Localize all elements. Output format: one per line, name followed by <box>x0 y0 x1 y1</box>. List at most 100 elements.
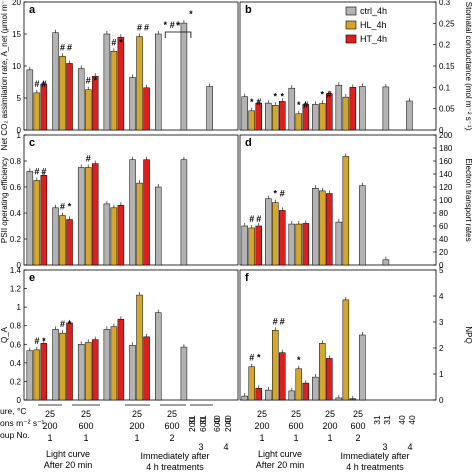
bar-HL-4h <box>272 105 279 131</box>
significance-marker: * <box>119 37 123 47</box>
significance-marker: * <box>163 20 167 30</box>
legend-label-ctrl: ctrl_4h <box>360 6 387 16</box>
bar-HL-4h <box>295 113 303 131</box>
bar-ctrl-4h <box>265 198 272 266</box>
significance-marker: * <box>68 202 72 212</box>
significance-marker: # <box>170 20 175 30</box>
panel-letter: e <box>29 272 35 284</box>
group-no-label: 1 <box>327 433 332 443</box>
light-label: 600 <box>288 421 303 431</box>
significance-marker: # <box>249 353 254 363</box>
significance-marker: # <box>327 90 332 100</box>
panel-letter: d <box>245 137 252 149</box>
bar-ctrl-4h <box>335 397 343 401</box>
bar-HT-4h <box>279 352 286 401</box>
y-tick-label: 40 <box>439 235 448 244</box>
bar-HT-4h <box>143 336 150 401</box>
significance-marker: * <box>274 189 278 199</box>
y-tick-label: 80 <box>439 209 448 218</box>
significance-marker: # <box>280 316 285 326</box>
bar-HT-4h <box>143 159 150 266</box>
y-tick-label: 3 <box>439 318 444 327</box>
bar-ctrl-4h <box>359 334 366 401</box>
significance-marker: * <box>257 353 261 363</box>
bar-HL-4h <box>84 342 92 401</box>
temp-label: 25 <box>45 409 55 419</box>
significance-marker: # <box>303 100 308 110</box>
group-no-label: 3 <box>382 442 387 452</box>
bar-ctrl-4h <box>154 312 162 401</box>
bar-ctrl-4h <box>241 96 249 131</box>
bar-ctrl-4h <box>382 259 390 266</box>
bar-ctrl-4h <box>382 86 390 131</box>
bar-HL-4h <box>110 207 118 266</box>
light-label: 600 <box>164 421 179 431</box>
significance-marker: * <box>250 97 254 107</box>
y-tick-label: 0.25 <box>439 19 455 28</box>
bar-HL-4h <box>84 167 92 266</box>
group-no-label: 2 <box>355 433 360 443</box>
bar-HL-4h <box>319 190 326 266</box>
bar-HT-4h <box>40 83 48 131</box>
bar-ctrl-4h <box>52 32 59 131</box>
bar-ctrl-4h <box>26 69 34 131</box>
significance-marker: # <box>249 214 254 224</box>
significance-bracket <box>164 31 192 38</box>
panel-letter: c <box>29 137 35 149</box>
legend-swatch-ht <box>345 34 357 44</box>
bar-HL-4h <box>248 366 256 401</box>
y-tick-label: 4 <box>439 292 444 301</box>
bar-ctrl-4h <box>129 77 136 131</box>
panel-frame <box>239 269 437 401</box>
y-tick-label: 160 <box>439 157 453 166</box>
bar-HL-4h <box>342 156 350 266</box>
bar-HL-4h <box>248 110 256 131</box>
bar-HT-4h <box>117 36 125 131</box>
significance-marker: * <box>68 319 72 329</box>
bar-HL-4h <box>59 332 66 401</box>
significance-marker: # <box>60 202 65 212</box>
y-tick-label: 10 <box>12 62 21 71</box>
temp-label: 40 <box>397 415 407 425</box>
bar-HL-4h <box>319 343 326 401</box>
y-axis-label: Net CO₂ assimilation rate, A_net (μmol m… <box>0 0 9 150</box>
y-tick-label: 0 <box>439 261 444 270</box>
group-no-label: 2 <box>169 433 174 443</box>
bar-HT-4h <box>326 193 333 266</box>
significance-marker: * <box>42 336 46 346</box>
light-label: 200 <box>129 421 144 431</box>
significance-marker: # <box>67 42 72 52</box>
light-label: 200 <box>187 418 197 432</box>
y-tick-label: 1.2 <box>10 285 22 294</box>
y-tick-label: 0.6 <box>10 340 22 349</box>
bar-ctrl-4h <box>180 346 188 401</box>
bar-ctrl-4h <box>312 376 319 401</box>
y-tick-label: 0 <box>17 126 22 135</box>
bar-ctrl-4h <box>265 389 272 401</box>
row-label-light: ons m⁻² s⁻¹ <box>0 418 45 428</box>
bar-ctrl-4h <box>180 159 188 266</box>
temp-label: 40 <box>407 415 417 425</box>
y-tick-label: 1 <box>17 303 22 312</box>
temp-label: 25 <box>291 409 301 419</box>
bar-HT-4h <box>255 102 263 131</box>
y-tick-label: 0 <box>17 261 22 270</box>
significance-marker: # <box>144 23 149 33</box>
bar-HL-4h <box>84 89 92 131</box>
legend-swatch-ctrl <box>345 6 357 16</box>
y-tick-label: 2 <box>439 344 444 353</box>
significance-marker: * <box>297 355 301 365</box>
significance-marker: # <box>111 37 116 47</box>
bar-HL-4h <box>110 51 118 131</box>
y-tick-label: 20 <box>12 0 21 7</box>
significance-marker: # <box>34 167 39 177</box>
bar-ctrl-4h <box>103 203 111 266</box>
bar-HT-4h <box>302 223 310 266</box>
light-label: 200 <box>254 421 269 431</box>
bar-HT-4h <box>349 87 357 131</box>
bar-HL-4h <box>272 202 279 266</box>
bar-HT-4h <box>255 225 263 266</box>
y-tick-label: 1 <box>17 131 22 140</box>
bottom-axis-table: ure, °C ons m⁻² s⁻¹ oup No. 25 25 200 60… <box>0 404 417 472</box>
caption-4h-treatments: 4 h treatments <box>146 462 204 472</box>
